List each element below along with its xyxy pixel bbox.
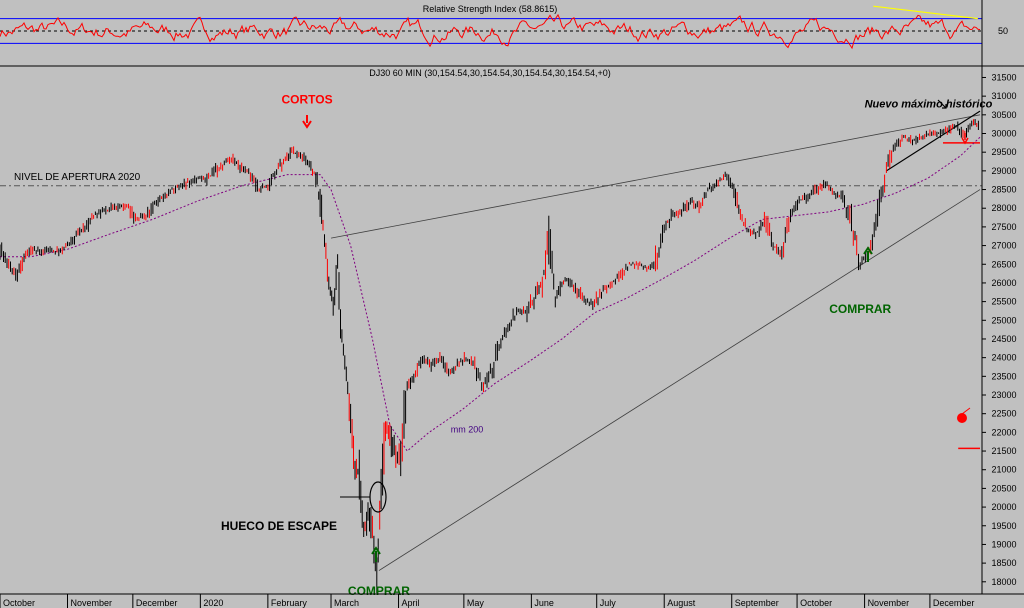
x-tick-label: March (334, 598, 359, 608)
trend-line-1 (378, 189, 981, 571)
y-tick-label: 25500 (991, 297, 1016, 307)
price-panel: DJ30 60 MIN (30,154.54,30,154.54,30,154.… (0, 68, 1017, 598)
x-axis-labels: October November December 2020 February March… (0, 594, 974, 608)
y-tick-label: 20500 (991, 483, 1016, 493)
y-tick-label: 25000 (991, 315, 1016, 325)
annotation-4: COMPRAR (829, 302, 891, 316)
x-tick-label: June (534, 598, 554, 608)
x-tick-label: December (136, 598, 178, 608)
y-tick-label: 22500 (991, 409, 1016, 419)
x-tick-label: November (71, 598, 113, 608)
comprar-arrow-icon (371, 546, 381, 562)
y-tick-label: 18000 (991, 577, 1016, 587)
annotation-0: CORTOS (282, 93, 333, 107)
y-tick-label: 21000 (991, 465, 1016, 475)
y-tick-label: 30500 (991, 110, 1016, 120)
y-tick-label: 23500 (991, 371, 1016, 381)
price-bars (0, 119, 979, 593)
trend-line-0 (330, 114, 981, 239)
rsi-line (0, 13, 981, 50)
x-tick-label: 2020 (203, 598, 223, 608)
price-title: DJ30 60 MIN (30,154.54,30,154.54,30,154.… (369, 68, 610, 78)
y-tick-label: 26000 (991, 278, 1016, 288)
red-dot-tail-icon (961, 407, 971, 415)
y-tick-label: 31000 (991, 91, 1016, 101)
x-tick-label: November (868, 598, 910, 608)
pointer-arrow-icon (937, 99, 947, 109)
x-tick-label: October (3, 598, 35, 608)
cortos-arrow-icon (302, 115, 312, 129)
x-tick-label: February (271, 598, 308, 608)
y-tick-label: 27500 (991, 222, 1016, 232)
y-tick-label: 20000 (991, 502, 1016, 512)
x-tick-label: April (402, 598, 420, 608)
y-tick-label: 19500 (991, 521, 1016, 531)
rsi-tick-label: 50 (998, 26, 1008, 36)
reference-line-label: NIVEL DE APERTURA 2020 (14, 172, 141, 183)
y-tick-label: 28500 (991, 185, 1016, 195)
annotation-2: HUECO DE ESCAPE (221, 519, 337, 533)
y-tick-label: 19000 (991, 539, 1016, 549)
rsi-trend-line (873, 5, 978, 20)
annotation-1: Nuevo máximo histórico (865, 98, 993, 110)
annotation-5: mm 200 (451, 424, 484, 434)
y-tick-label: 24000 (991, 353, 1016, 363)
x-tick-label: May (467, 598, 485, 608)
annotation-arrows (302, 99, 971, 562)
y-tick-label: 23000 (991, 390, 1016, 400)
rsi-panel: Relative Strength Index (58.8615) 50 (0, 4, 1008, 50)
price-axis: 18000 18500 19000 19500 20000 20500 21000 21500… (982, 72, 1017, 587)
x-tick-label: July (600, 598, 617, 608)
y-tick-label: 27000 (991, 241, 1016, 251)
y-tick-label: 29000 (991, 166, 1016, 176)
annotation-3: COMPRAR (348, 584, 410, 598)
y-tick-label: 22000 (991, 427, 1016, 437)
trend-lines (330, 110, 981, 571)
trend-line-2 (886, 110, 981, 172)
x-tick-label: December (933, 598, 975, 608)
x-tick-label: August (667, 598, 696, 608)
red-dot-icon (957, 413, 967, 423)
x-tick-label: September (735, 598, 779, 608)
rsi-title: Relative Strength Index (58.8615) (423, 4, 558, 14)
y-tick-label: 26500 (991, 259, 1016, 269)
y-tick-label: 18500 (991, 558, 1016, 568)
y-tick-label: 29500 (991, 147, 1016, 157)
rsi-tick-labels: 50 (998, 26, 1008, 36)
y-tick-label: 24500 (991, 334, 1016, 344)
y-tick-label: 30000 (991, 129, 1016, 139)
x-tick-label: October (800, 598, 832, 608)
down-arrow-icon (961, 133, 969, 145)
y-tick-label: 28000 (991, 203, 1016, 213)
comprar-arrow-2-icon (863, 246, 873, 262)
y-tick-label: 21500 (991, 446, 1016, 456)
y-tick-label: 31500 (991, 72, 1016, 82)
